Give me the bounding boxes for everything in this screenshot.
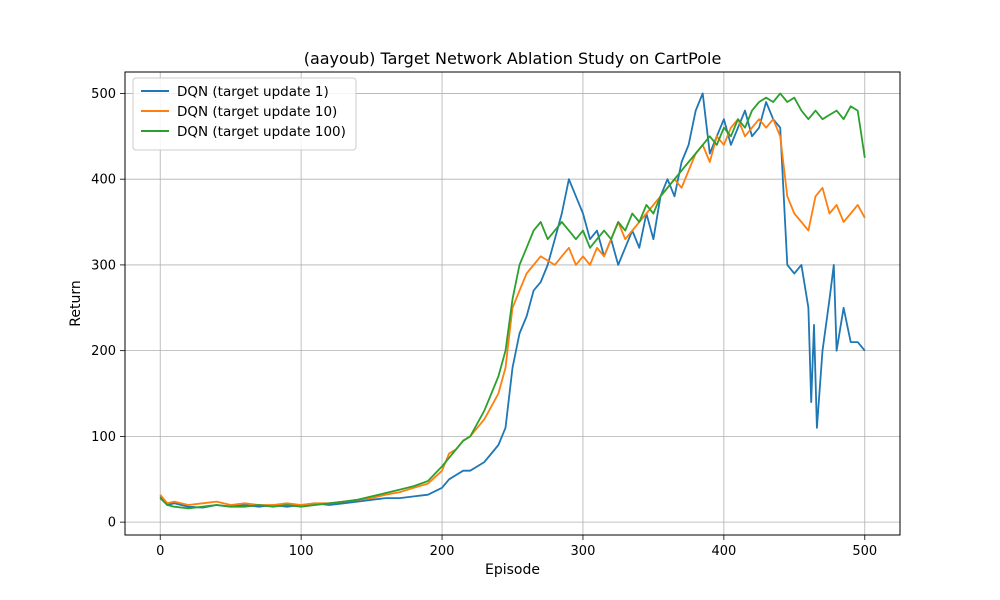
y-tick-label: 0 (108, 516, 116, 531)
grid (125, 72, 900, 535)
y-axis-label: Return (68, 280, 84, 326)
x-tick-label: 300 (571, 544, 596, 559)
series-line-1 (159, 92, 866, 509)
x-tick-label: 0 (156, 544, 164, 559)
x-tick-label: 100 (289, 544, 314, 559)
chart-title: (aayoub) Target Network Ablation Study o… (304, 49, 722, 68)
series-group (159, 92, 866, 510)
x-tick-label: 400 (711, 544, 736, 559)
x-axis-label: Episode (485, 562, 540, 578)
ticks: 0 100 200 300 400 500 0 100 200 300 400 500 (91, 87, 877, 559)
y-tick-label: 100 (91, 430, 116, 445)
y-tick-label: 500 (91, 87, 116, 102)
axes-frame (124, 71, 901, 536)
legend-label-1: DQN (target update 1) (177, 84, 329, 100)
y-tick-label: 200 (91, 344, 116, 359)
legend-label-3: DQN (target update 100) (177, 124, 346, 140)
x-tick-label: 500 (852, 544, 877, 559)
legend-box (132, 77, 357, 151)
legend: DQN (target update 1) DQN (target update … (132, 77, 357, 151)
x-tick-label: 200 (430, 544, 455, 559)
y-tick-label: 400 (91, 173, 116, 188)
y-tick-label: 300 (91, 258, 116, 273)
series-line-3 (159, 92, 866, 510)
legend-label-2: DQN (target update 10) (177, 104, 337, 120)
